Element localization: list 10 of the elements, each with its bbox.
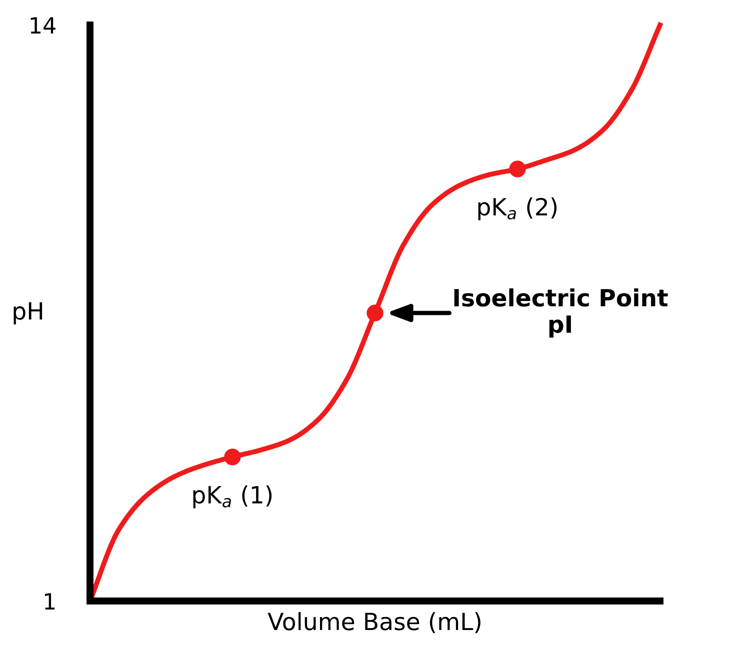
x-axis-title: Volume Base (mL) (268, 612, 480, 634)
annotation: Isoelectric Point pI (454, 288, 668, 338)
point (509, 160, 526, 178)
y-tick-label: 1 (44, 593, 55, 610)
y-axis-title: pH (14, 302, 42, 324)
annotation: pK$_{a}$ (2) (478, 197, 557, 220)
y-tick-label: 14 (30, 17, 56, 34)
point (366, 304, 384, 322)
point (224, 448, 241, 466)
annotation: pK$_{a}$ (1) (193, 485, 272, 508)
